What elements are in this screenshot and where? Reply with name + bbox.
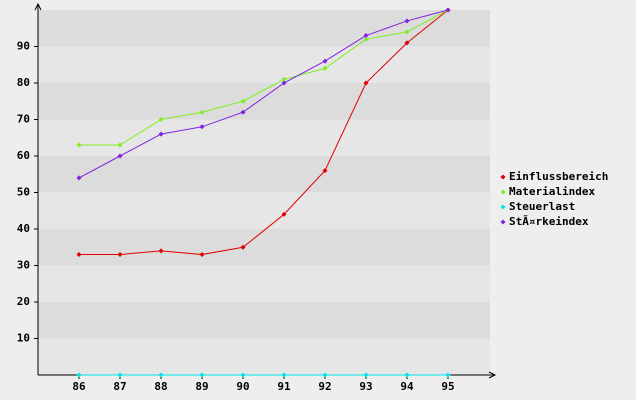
data-point (240, 372, 246, 378)
grid-band (38, 46, 490, 83)
data-point (76, 372, 82, 378)
data-point (76, 142, 82, 148)
data-point (240, 98, 246, 104)
y-tick-label: 10 (17, 332, 30, 345)
data-point (281, 211, 287, 217)
x-tick-label: 89 (195, 380, 208, 393)
grid-band (38, 265, 490, 302)
data-point (445, 372, 451, 378)
y-tick-label: 80 (17, 76, 30, 89)
grid-band (38, 302, 490, 339)
data-point (158, 248, 164, 254)
data-point (117, 252, 123, 258)
x-tick-label: 94 (400, 380, 414, 393)
data-point (240, 244, 246, 250)
data-point (199, 372, 205, 378)
y-tick-label: 60 (17, 149, 30, 162)
legend-label: Einflussbereich (509, 170, 608, 183)
data-point (158, 117, 164, 122)
data-point (117, 153, 123, 159)
data-point (363, 80, 369, 86)
y-tick-label: 50 (17, 186, 30, 199)
legend-marker (500, 174, 506, 180)
grid-band (38, 83, 490, 120)
data-point (281, 80, 287, 86)
data-point (281, 76, 287, 82)
data-point (76, 175, 82, 181)
legend-label: Materialindex (509, 185, 595, 198)
data-point (76, 252, 82, 258)
x-tick-label: 93 (359, 380, 372, 393)
x-tick-label: 86 (72, 380, 86, 393)
data-point (322, 372, 328, 378)
data-point (158, 131, 164, 137)
grid-band (38, 156, 490, 193)
x-tick-label: 88 (154, 380, 167, 393)
y-tick-label: 30 (17, 259, 30, 272)
data-point (199, 109, 205, 115)
series-line (78, 9, 449, 179)
data-point (199, 252, 205, 258)
data-point (404, 29, 410, 35)
legend-label: StÃ¤rkeindex (509, 215, 589, 228)
series-line (79, 9, 449, 146)
data-point (117, 372, 123, 378)
data-point (322, 58, 328, 64)
x-tick-label: 91 (277, 380, 291, 393)
data-point (240, 109, 246, 115)
grid-band (38, 338, 490, 375)
grid-band (38, 119, 490, 156)
data-point (404, 372, 410, 378)
y-axis-arrow (34, 2, 42, 11)
data-point (199, 124, 205, 130)
y-tick-label: 90 (17, 40, 30, 53)
grid-band (38, 229, 490, 266)
data-point (404, 18, 410, 24)
x-tick-label: 95 (441, 380, 454, 393)
data-point (158, 372, 164, 378)
x-tick-label: 92 (318, 380, 331, 393)
series-line (79, 9, 449, 256)
y-tick-label: 70 (17, 113, 30, 126)
data-point (117, 142, 123, 148)
data-point (322, 65, 328, 71)
y-tick-label: 40 (17, 222, 30, 235)
legend-marker (500, 189, 506, 195)
data-point (363, 36, 369, 42)
y-tick-label: 20 (17, 295, 30, 308)
data-point (322, 168, 328, 174)
x-tick-label: 90 (236, 380, 249, 393)
x-axis-arrow (488, 371, 497, 379)
grid-band (38, 10, 490, 47)
data-point (445, 7, 451, 13)
legend-label: Steuerlast (509, 200, 575, 213)
data-point (363, 372, 369, 378)
legend-marker (500, 204, 506, 210)
data-point (404, 40, 410, 46)
x-tick-label: 87 (113, 380, 126, 393)
data-point (363, 33, 369, 39)
grid-band (38, 192, 490, 229)
legend-marker (500, 219, 506, 225)
data-point (281, 372, 287, 378)
